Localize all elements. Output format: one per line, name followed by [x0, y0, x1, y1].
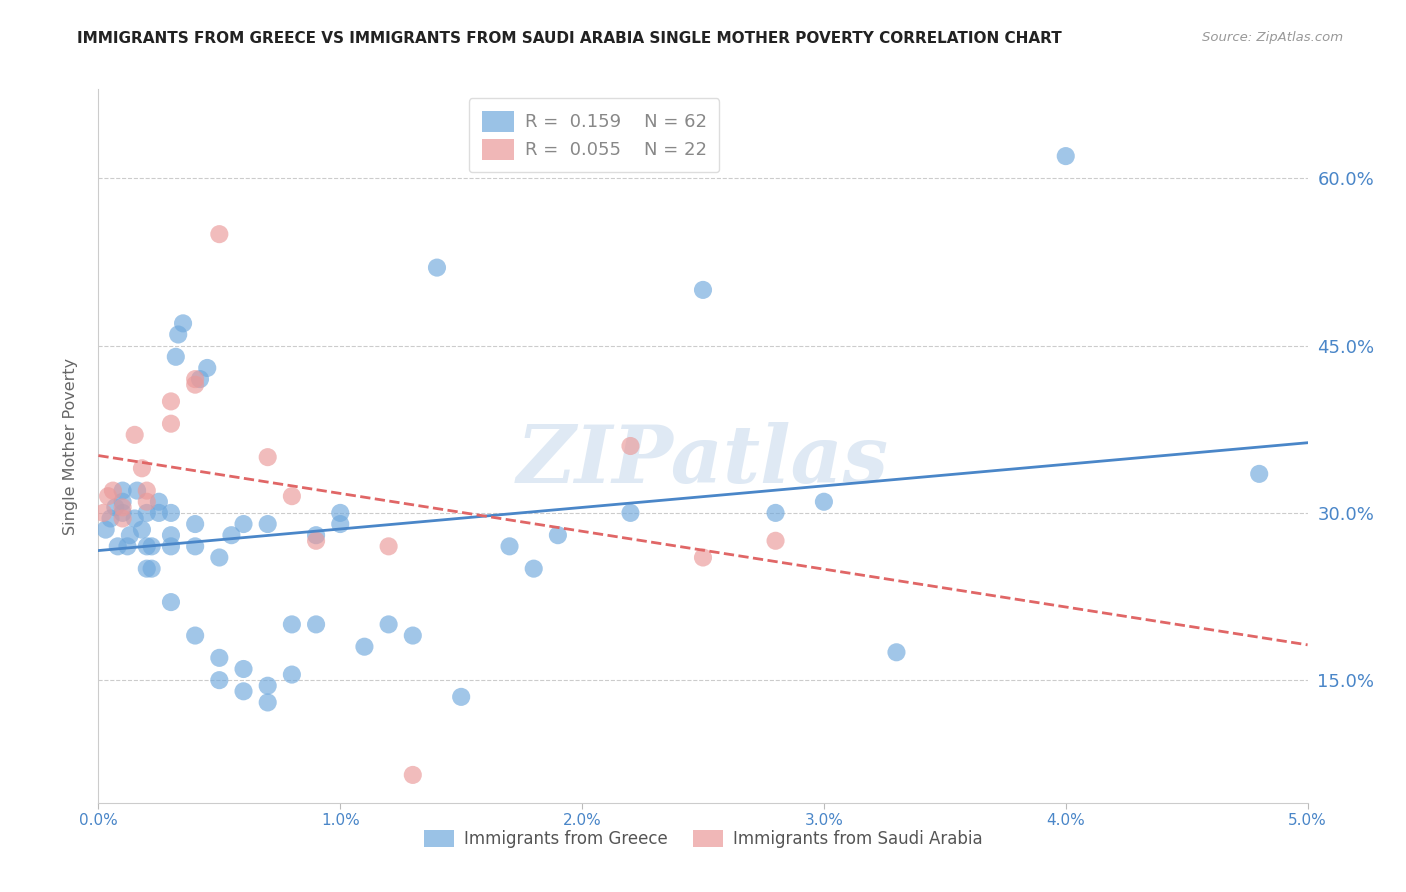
Point — [124, 511, 146, 525]
Point — [160, 394, 183, 409]
Point — [281, 667, 304, 681]
Point — [188, 372, 211, 386]
Point — [135, 483, 157, 498]
Point — [184, 372, 207, 386]
Point — [547, 528, 569, 542]
Point — [148, 494, 170, 508]
Point — [692, 283, 714, 297]
Point — [101, 483, 124, 498]
Point — [208, 227, 231, 241]
Point — [256, 679, 278, 693]
Point — [208, 673, 231, 687]
Point — [523, 562, 546, 576]
Point — [117, 539, 139, 553]
Point — [184, 628, 207, 642]
Point — [256, 517, 278, 532]
Point — [141, 539, 163, 553]
Point — [256, 450, 278, 464]
Point — [221, 528, 243, 542]
Point — [353, 640, 375, 654]
Point — [135, 539, 157, 553]
Point — [619, 439, 641, 453]
Legend: Immigrants from Greece, Immigrants from Saudi Arabia: Immigrants from Greece, Immigrants from … — [418, 823, 988, 855]
Point — [813, 494, 835, 508]
Point — [118, 528, 141, 542]
Point — [135, 562, 157, 576]
Y-axis label: Single Mother Poverty: Single Mother Poverty — [63, 358, 77, 534]
Point — [208, 550, 231, 565]
Point — [281, 489, 304, 503]
Point — [172, 316, 194, 330]
Point — [232, 517, 254, 532]
Point — [104, 500, 127, 515]
Point — [305, 617, 328, 632]
Point — [305, 533, 328, 548]
Point — [91, 506, 114, 520]
Point — [97, 489, 120, 503]
Point — [111, 511, 134, 525]
Point — [111, 494, 134, 508]
Point — [160, 595, 183, 609]
Point — [232, 662, 254, 676]
Point — [184, 539, 207, 553]
Point — [765, 533, 787, 548]
Point — [160, 506, 183, 520]
Point — [886, 645, 908, 659]
Point — [131, 461, 153, 475]
Point — [111, 500, 134, 515]
Point — [450, 690, 472, 704]
Point — [131, 523, 153, 537]
Point — [619, 506, 641, 520]
Point — [765, 506, 787, 520]
Point — [1054, 149, 1077, 163]
Point — [692, 550, 714, 565]
Point — [135, 494, 157, 508]
Point — [184, 377, 207, 392]
Point — [377, 539, 399, 553]
Point — [160, 528, 183, 542]
Point — [160, 417, 183, 431]
Point — [127, 483, 149, 498]
Point — [232, 684, 254, 698]
Text: Source: ZipAtlas.com: Source: ZipAtlas.com — [1202, 31, 1343, 45]
Point — [305, 528, 328, 542]
Point — [426, 260, 449, 275]
Point — [184, 517, 207, 532]
Text: IMMIGRANTS FROM GREECE VS IMMIGRANTS FROM SAUDI ARABIA SINGLE MOTHER POVERTY COR: IMMIGRANTS FROM GREECE VS IMMIGRANTS FRO… — [77, 31, 1062, 46]
Point — [402, 768, 425, 782]
Point — [256, 696, 278, 710]
Point — [135, 506, 157, 520]
Point — [111, 483, 134, 498]
Point — [498, 539, 520, 553]
Point — [124, 427, 146, 442]
Point — [165, 350, 187, 364]
Point — [148, 506, 170, 520]
Point — [141, 562, 163, 576]
Point — [160, 539, 183, 553]
Text: ZIPatlas: ZIPatlas — [517, 422, 889, 499]
Point — [167, 327, 190, 342]
Point — [329, 506, 352, 520]
Point — [377, 617, 399, 632]
Point — [195, 360, 218, 375]
Point — [107, 539, 129, 553]
Point — [100, 511, 122, 525]
Point — [111, 506, 134, 520]
Point — [208, 651, 231, 665]
Point — [281, 617, 304, 632]
Point — [94, 523, 117, 537]
Point — [329, 517, 352, 532]
Point — [1249, 467, 1271, 481]
Point — [402, 628, 425, 642]
